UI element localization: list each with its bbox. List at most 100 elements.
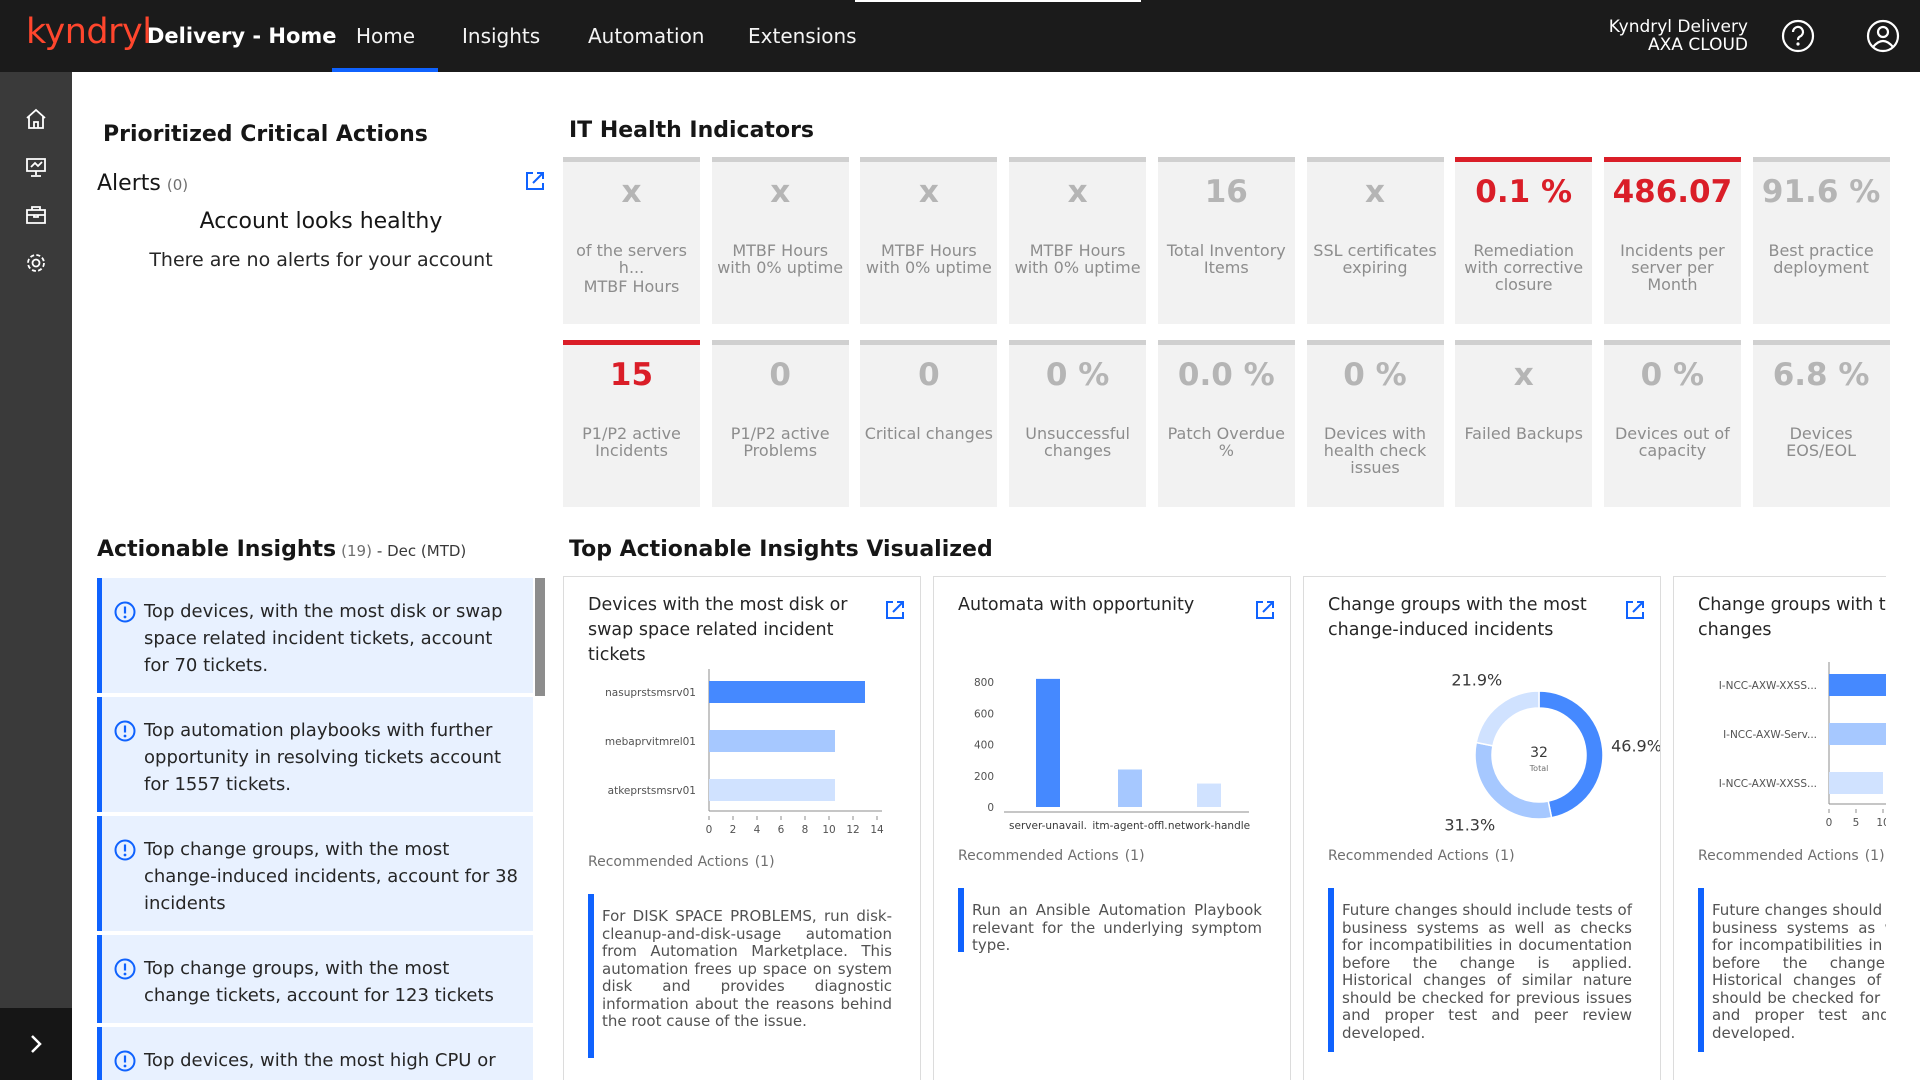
- x-tick-label: 10: [822, 824, 835, 836]
- health-tile[interactable]: 91.6 % Best practice deployment: [1752, 157, 1890, 324]
- mini-chart: 0 5 10 I-NCC-AXW-XXSS... I-NCC-AXW-Serv... I-…: [1719, 662, 1886, 829]
- insight-item[interactable]: Top devices, with the most high CPU or m…: [97, 1027, 533, 1080]
- health-tile[interactable]: 0.1 % Remediation with corrective closure: [1455, 157, 1593, 324]
- cards-viewport: Devices with the most disk or swap space…: [563, 576, 1886, 1080]
- health-tile[interactable]: 0 Critical changes: [860, 340, 998, 507]
- nav-item[interactable]: Home: [356, 24, 416, 48]
- health-tile[interactable]: 0 % Devices out of capacity: [1603, 340, 1741, 507]
- empty-state-text: There are no alerts for your account: [149, 249, 493, 271]
- recommended-text: Future changes should include tests of b…: [1712, 901, 1886, 1042]
- health-tile[interactable]: 16 Total Inventory Items: [1157, 157, 1295, 324]
- help-icon[interactable]: [1780, 18, 1816, 54]
- info-icon: [114, 720, 136, 742]
- tile-label: Incidents per server per Month: [1620, 241, 1725, 294]
- slice-label: 21.9%: [1451, 670, 1502, 689]
- brand-logo[interactable]: kyndryl: [26, 12, 152, 52]
- tile-label: Failed Backups: [1464, 424, 1583, 443]
- info-icon: [114, 1050, 136, 1072]
- user-icon[interactable]: [1865, 18, 1901, 54]
- external-link-icon[interactable]: [1624, 599, 1646, 621]
- health-tile[interactable]: 0 % Devices with health check issues: [1306, 340, 1444, 507]
- dashboard-icon[interactable]: [24, 155, 48, 179]
- health-tile[interactable]: 486.07 Incidents per server per Month: [1603, 157, 1741, 324]
- insight-card: Automata with opportunity 0 200 400 600 800 se…: [933, 576, 1291, 1080]
- x-tick-label: 0: [706, 824, 713, 836]
- insight-item[interactable]: Top devices, with the most disk or swap …: [97, 578, 533, 693]
- tile-value: 91.6 %: [1761, 174, 1881, 210]
- settings-icon[interactable]: [24, 251, 48, 275]
- tile-value: 0 %: [1343, 357, 1407, 393]
- recommended-text: For DISK SPACE PROBLEMS, run disk-cleanu…: [602, 907, 892, 1030]
- icon-shape: [114, 601, 136, 623]
- bar: [1197, 783, 1221, 807]
- nav-item[interactable]: Automation: [588, 24, 705, 48]
- category-label: mebaprvitmrel01: [605, 736, 696, 748]
- mini-chart: 46.9% 31.3% 21.9% 32 Total: [1444, 670, 1661, 834]
- category-label: I-NCC-AXW-XXSS...: [1719, 680, 1817, 692]
- bar: [1829, 674, 1886, 696]
- health-tile[interactable]: x of the servers h... MTBF Hours: [563, 157, 700, 324]
- icon-shape: [123, 1064, 127, 1068]
- nav-item[interactable]: Extensions: [748, 24, 857, 48]
- info-icon: [114, 839, 136, 861]
- briefcase-icon[interactable]: [24, 203, 48, 227]
- card-title: Automata with opportunity: [958, 595, 1195, 615]
- tile-label: Devices EOS/EOL: [1786, 424, 1857, 460]
- insights-title: Actionable Insights: [97, 537, 337, 562]
- external-link-icon[interactable]: [884, 599, 906, 621]
- insight-item[interactable]: Top automation playbooks with further op…: [97, 697, 533, 812]
- external-link-icon[interactable]: [524, 170, 546, 192]
- tile-label: of the servers h...: [576, 241, 687, 277]
- insight-item[interactable]: Top change groups, with the most change-…: [97, 816, 533, 931]
- insight-card: Change groups with the most change-induc…: [1303, 576, 1661, 1080]
- icon-shape: [114, 839, 136, 861]
- health-tile[interactable]: 0 % Unsuccessful changes: [1009, 340, 1147, 507]
- health-tile[interactable]: x SSL certificates expiring: [1306, 157, 1444, 324]
- empty-state-title: Account looks healthy: [199, 209, 443, 234]
- x-tick-label: 8: [802, 824, 809, 836]
- insights-period: - Dec (MTD): [376, 542, 467, 560]
- tile-label: SSL certificates expiring: [1313, 241, 1437, 277]
- bar: [709, 681, 865, 703]
- tile-label: Unsuccessful changes: [1025, 424, 1130, 460]
- tile-value: x: [770, 174, 791, 210]
- icon-shape: [123, 734, 127, 738]
- tile-value: x: [1365, 174, 1385, 210]
- tile-value: x: [621, 174, 642, 210]
- tile-label: Patch Overdue %: [1167, 424, 1285, 460]
- slice-label: 46.9%: [1611, 736, 1661, 755]
- insight-item[interactable]: Top change groups, with the most change …: [97, 935, 533, 1023]
- external-link-icon[interactable]: [1254, 599, 1276, 621]
- nav-item[interactable]: Insights: [462, 24, 541, 48]
- health-tile[interactable]: 6.8 % Devices EOS/EOL: [1752, 340, 1890, 507]
- recommended-count: (1): [1124, 848, 1145, 864]
- insights-count: (19): [341, 542, 372, 560]
- expand-button[interactable]: [0, 1008, 72, 1080]
- x-tick-label: 5: [1853, 817, 1860, 829]
- icon-shape: [114, 958, 136, 980]
- tile-value: 16: [1204, 174, 1248, 210]
- recommended-label: Recommended Actions: [1698, 848, 1859, 864]
- y-tick-label: 0: [987, 802, 994, 814]
- icon-shape: [123, 972, 127, 976]
- account-name[interactable]: Kyndryl Delivery: [1608, 17, 1748, 37]
- health-tile[interactable]: x MTBF Hours with 0% uptime: [1009, 157, 1147, 324]
- tile-value: x: [918, 174, 939, 210]
- recommended-text: Future changes should include tests of b…: [1342, 901, 1632, 1042]
- tile-label: P1/P2 active Problems: [730, 424, 830, 460]
- app-title: Delivery - Home: [147, 24, 337, 48]
- home-icon[interactable]: [24, 107, 48, 131]
- side-nav: [0, 72, 72, 1080]
- accent-bar: [1328, 888, 1334, 1052]
- info-icon: [114, 601, 136, 623]
- health-tile[interactable]: 15 P1/P2 active Incidents: [563, 340, 700, 507]
- health-tile[interactable]: x Failed Backups: [1455, 340, 1593, 507]
- accent-bar: [588, 894, 594, 1058]
- account-name[interactable]: AXA CLOUD: [1648, 35, 1748, 55]
- card-title: Change groups with the most change-induc…: [1328, 595, 1587, 640]
- health-tile[interactable]: 0.0 % Patch Overdue %: [1157, 340, 1295, 507]
- health-tile[interactable]: x MTBF Hours with 0% uptime: [711, 157, 849, 324]
- health-tile[interactable]: 0 P1/P2 active Problems: [711, 340, 849, 507]
- tile-label: Devices out of capacity: [1614, 424, 1730, 460]
- health-tile[interactable]: x MTBF Hours with 0% uptime: [860, 157, 998, 324]
